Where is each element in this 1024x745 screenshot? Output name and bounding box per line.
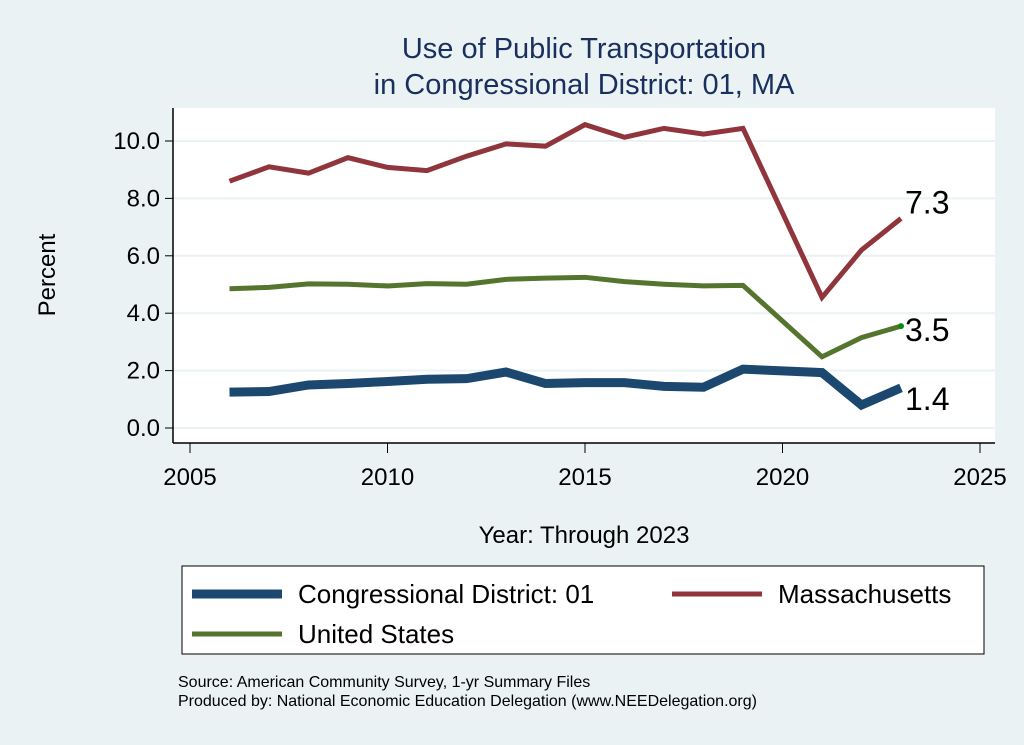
legend-box [181, 565, 985, 655]
y-tick-label: 2.0 [127, 358, 160, 385]
end-label-united-states: 3.5 [905, 312, 949, 348]
y-tick-label: 10.0 [113, 128, 160, 155]
x-axis-title: Year: Through 2023 [479, 522, 690, 549]
x-tick-label: 2020 [756, 464, 809, 491]
y-tick-label: 4.0 [127, 300, 160, 327]
legend-label-congressional-district-01: Congressional District: 01 [298, 579, 594, 609]
legend-label-united-states: United States [298, 619, 454, 649]
legend: Congressional District: 01 Massachusetts U… [181, 565, 985, 655]
y-tick-label: 0.0 [127, 415, 160, 442]
y-tick-label: 6.0 [127, 243, 160, 270]
y-axis-title: Percent [34, 233, 61, 316]
end-point-marker [898, 323, 904, 330]
x-tick-label: 2015 [558, 464, 611, 491]
source-note: Source: American Community Survey, 1-yr … [178, 674, 591, 691]
y-tick-label: 8.0 [127, 185, 160, 212]
legend-label-massachusetts: Massachusetts [778, 579, 951, 609]
producer-note: Produced by: National Economic Education… [178, 693, 757, 710]
chart-title-line-2: in Congressional District: 01, MA [374, 69, 795, 101]
x-tick-label: 2025 [953, 464, 1006, 491]
chart-title-line-1: Use of Public Transportation [402, 33, 766, 65]
end-label-massachusetts: 7.3 [905, 184, 949, 220]
x-tick-label: 2005 [163, 464, 216, 491]
x-tick-label: 2010 [361, 464, 414, 491]
end-label-congressional-district-01: 1.4 [905, 381, 949, 417]
